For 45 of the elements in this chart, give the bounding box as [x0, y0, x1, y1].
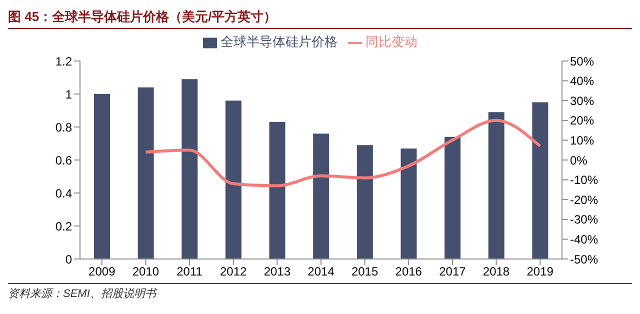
line-series	[144, 118, 542, 188]
bar	[356, 145, 373, 259]
y-tick-label: 0	[65, 252, 72, 266]
x-tick-label: 2013	[264, 264, 291, 279]
x-tick-label: 2019	[526, 264, 554, 279]
y-tick-label: 1	[65, 87, 72, 102]
bar	[225, 100, 242, 259]
bar	[182, 79, 198, 259]
bar	[269, 122, 286, 259]
bar	[488, 112, 504, 259]
x-tick-label: 2015	[351, 264, 378, 279]
y-tick-label: 0.4	[55, 186, 72, 200]
y2-tick-label: -50%	[570, 252, 598, 266]
legend-label: 同比变动	[366, 34, 418, 49]
y2-tick-label: -20%	[570, 192, 598, 207]
y2-tick-label: 40%	[570, 74, 594, 88]
bar	[444, 136, 461, 259]
y2-tick-label: 10%	[570, 133, 594, 148]
x-tick-label: 2014	[308, 264, 335, 279]
y2-tick-label: 50%	[570, 54, 594, 68]
y2-tick-label: 30%	[570, 94, 594, 108]
x-tick-label: 2009	[88, 264, 116, 279]
x-tick-label: 2018	[482, 264, 510, 279]
bar	[532, 102, 548, 259]
y-tick-label: 1.2	[55, 54, 72, 68]
bar	[138, 87, 154, 259]
chart-title: 图 45：全球半导体硅片价格（美元/平方英寸）	[8, 8, 632, 29]
x-tick-label: 2011	[176, 264, 203, 279]
x-tick-label: 2010	[132, 264, 160, 279]
x-tick-label: 2016	[395, 264, 422, 279]
bar	[313, 134, 330, 259]
x-tick-label: 2012	[220, 264, 248, 279]
y-tick-label: 0.6	[55, 153, 72, 168]
y-tick-label: 0.8	[55, 120, 72, 134]
legend-label: 全球半导体硅片价格	[220, 34, 338, 49]
y2-tick-label: 0%	[570, 153, 588, 168]
y2-tick-label: 20%	[570, 114, 594, 128]
bar	[94, 94, 110, 259]
bar	[400, 148, 417, 259]
y-tick-label: 0.2	[55, 219, 72, 234]
y2-tick-label: -40%	[570, 232, 598, 246]
x-tick-label: 2017	[439, 264, 466, 279]
text: 资料来源：SEMI、招股说明书	[8, 283, 632, 301]
y2-tick-label: -10%	[570, 173, 598, 188]
y2-tick-label: -30%	[570, 212, 598, 227]
